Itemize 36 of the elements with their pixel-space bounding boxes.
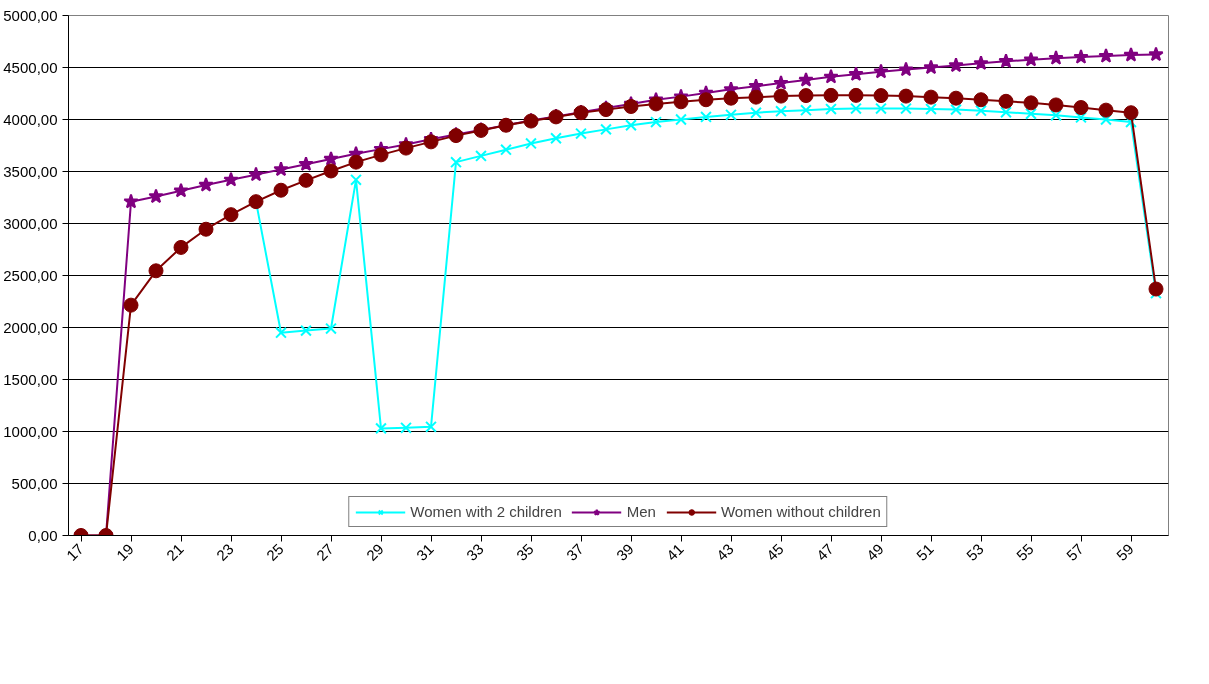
x-tick-label: 43	[712, 540, 737, 564]
x-tick-label: 47	[812, 540, 837, 564]
legend-label: Women without children	[720, 503, 881, 520]
x-tick-label: 29	[362, 540, 387, 564]
y-tick-label: 0,00	[28, 526, 58, 544]
x-tick-label: 41	[662, 540, 687, 564]
legend-label: Men	[626, 503, 656, 520]
y-tick-label: 1500,00	[3, 370, 58, 388]
x-tick-label: 33	[462, 540, 487, 564]
x-tick-label: 59	[1112, 540, 1137, 564]
y-tick-label: 2500,00	[3, 266, 58, 284]
x-tick-label: 37	[562, 540, 587, 564]
legend-label: Women with 2 children	[410, 503, 562, 520]
x-tick-label: 51	[912, 540, 937, 564]
y-tick-label: 1000,00	[3, 422, 58, 440]
x-tick-label: 35	[512, 540, 537, 564]
y-tick-label: 4000,00	[3, 110, 58, 128]
x-tick-label: 55	[1012, 540, 1037, 564]
x-tick-label: 27	[312, 540, 337, 564]
x-tick-label: 53	[962, 540, 987, 564]
x-tick-label: 31	[412, 540, 437, 564]
x-tick-label: 17	[62, 540, 87, 564]
y-tick-label: 3000,00	[3, 214, 58, 232]
x-tick-label: 39	[612, 540, 637, 564]
x-tick-label: 21	[162, 540, 187, 564]
y-tick-label: 2000,00	[3, 318, 58, 336]
y-tick-label: 500,00	[11, 474, 58, 492]
x-tick-label: 25	[262, 540, 287, 564]
x-tick-label: 49	[862, 540, 887, 564]
y-tick-label: 3500,00	[3, 162, 58, 180]
y-tick-label: 4500,00	[3, 58, 58, 76]
x-tick-label: 45	[762, 540, 787, 564]
y-tick-label: 5000,00	[3, 6, 58, 24]
x-tick-label: 19	[112, 540, 137, 564]
x-tick-label: 23	[212, 540, 237, 564]
x-tick-label: 57	[1062, 540, 1087, 564]
